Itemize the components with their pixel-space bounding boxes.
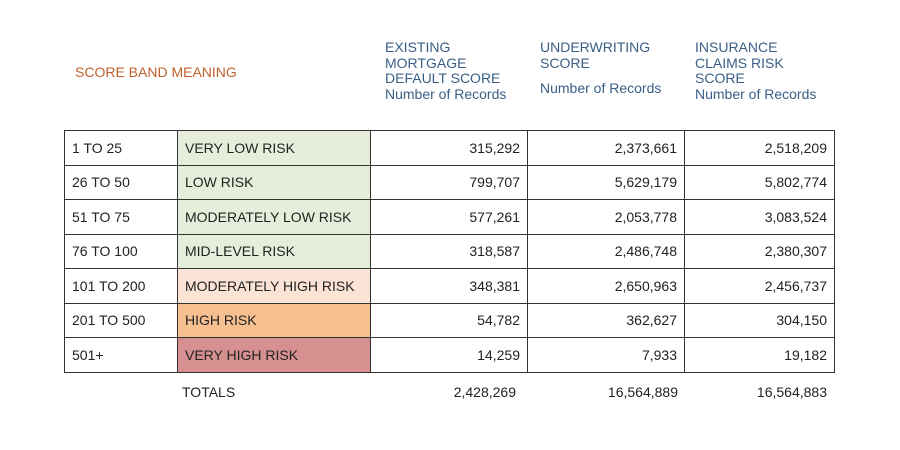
mortgage-default-count-cell: 54,782 <box>370 302 528 338</box>
score-range-cell: 201 TO 500 <box>64 302 178 338</box>
total-existing-mortgage-default: 2,428,269 <box>453 384 516 400</box>
mortgage-default-count-cell: 318,587 <box>370 233 528 269</box>
underwriting-count-cell: 2,373,661 <box>527 130 685 166</box>
mortgage-default-count-cell: 799,707 <box>370 164 528 200</box>
risk-meaning-cell: MODERATELY LOW RISK <box>177 199 371 235</box>
score-range-cell: 101 TO 200 <box>64 268 178 304</box>
insurance-claims-count-cell: 2,518,209 <box>684 130 835 166</box>
insurance-claims-count-cell: 5,802,774 <box>684 164 835 200</box>
insurance-claims-count-cell: 3,083,524 <box>684 199 835 235</box>
insurance-claims-count-cell: 2,380,307 <box>684 233 835 269</box>
mortgage-default-count-cell: 348,381 <box>370 268 528 304</box>
insurance-claims-count-cell: 2,456,737 <box>684 268 835 304</box>
risk-meaning-cell: MID-LEVEL RISK <box>177 233 371 269</box>
underwriting-count-cell: 2,053,778 <box>527 199 685 235</box>
score-range-cell: 1 TO 25 <box>64 130 178 166</box>
mortgage-default-count-cell: 315,292 <box>370 130 528 166</box>
score-range-cell: 51 TO 75 <box>64 199 178 235</box>
table-row: 101 TO 200 MODERATELY HIGH RISK 348,381 2,6… <box>64 268 835 304</box>
underwriting-count-cell: 7,933 <box>527 337 685 373</box>
score-range-cell: 76 TO 100 <box>64 233 178 269</box>
insurance-claims-count-cell: 304,150 <box>684 302 835 338</box>
insurance-claims-count-cell: 19,182 <box>684 337 835 373</box>
score-range-cell: 501+ <box>64 337 178 373</box>
score-band-table: 1 TO 25 VERY LOW RISK 315,292 2,373,661 2,51… <box>64 130 835 373</box>
column-header-title: INSURANCE CLAIMS RISK SCORE <box>695 39 784 86</box>
column-header-title: UNDERWRITING SCORE <box>540 39 651 71</box>
total-insurance-claims-risk: 16,564,883 <box>756 384 827 400</box>
underwriting-count-cell: 2,650,963 <box>527 268 685 304</box>
column-header-subtitle: Number of Records <box>695 85 817 102</box>
risk-meaning-cell: VERY HIGH RISK <box>177 337 371 373</box>
total-underwriting: 16,564,889 <box>607 384 678 400</box>
risk-meaning-cell: VERY LOW RISK <box>177 130 371 166</box>
underwriting-count-cell: 362,627 <box>527 302 685 338</box>
column-header-title: EXISTING MORTGAGE DEFAULT SCORE <box>385 39 501 86</box>
column-header-subtitle: Number of Records <box>540 80 662 96</box>
mortgage-default-count-cell: 14,259 <box>370 337 528 373</box>
totals-label: TOTALS <box>182 384 236 400</box>
mortgage-default-count-cell: 577,261 <box>370 199 528 235</box>
column-header-underwriting: UNDERWRITING SCORE Number of Records <box>540 39 670 97</box>
table-row: 26 TO 50 LOW RISK 799,707 5,629,179 5,802,77… <box>64 164 835 200</box>
underwriting-count-cell: 2,486,748 <box>527 233 685 269</box>
table-row: 51 TO 75 MODERATELY LOW RISK 577,261 2,053,… <box>64 199 835 235</box>
table-row: 501+ VERY HIGH RISK 14,259 7,933 19,182 <box>64 337 835 373</box>
risk-meaning-cell: MODERATELY HIGH RISK <box>177 268 371 304</box>
column-header-existing-mortgage-default: EXISTING MORTGAGE DEFAULT SCORE Number o… <box>385 39 525 102</box>
underwriting-count-cell: 5,629,179 <box>527 164 685 200</box>
column-header-insurance-claims-risk: INSURANCE CLAIMS RISK SCORE Number of Re… <box>695 39 817 102</box>
score-range-cell: 26 TO 50 <box>64 164 178 200</box>
table-row: 76 TO 100 MID-LEVEL RISK 318,587 2,486,748 2… <box>64 233 835 269</box>
risk-meaning-cell: HIGH RISK <box>177 302 371 338</box>
table-row: 201 TO 500 HIGH RISK 54,782 362,627 304,150 <box>64 302 835 338</box>
column-header-subtitle: Number of Records <box>385 85 507 102</box>
score-band-meaning-header: SCORE BAND MEANING <box>75 64 237 80</box>
table-row: 1 TO 25 VERY LOW RISK 315,292 2,373,661 2,51… <box>64 130 835 166</box>
risk-meaning-cell: LOW RISK <box>177 164 371 200</box>
